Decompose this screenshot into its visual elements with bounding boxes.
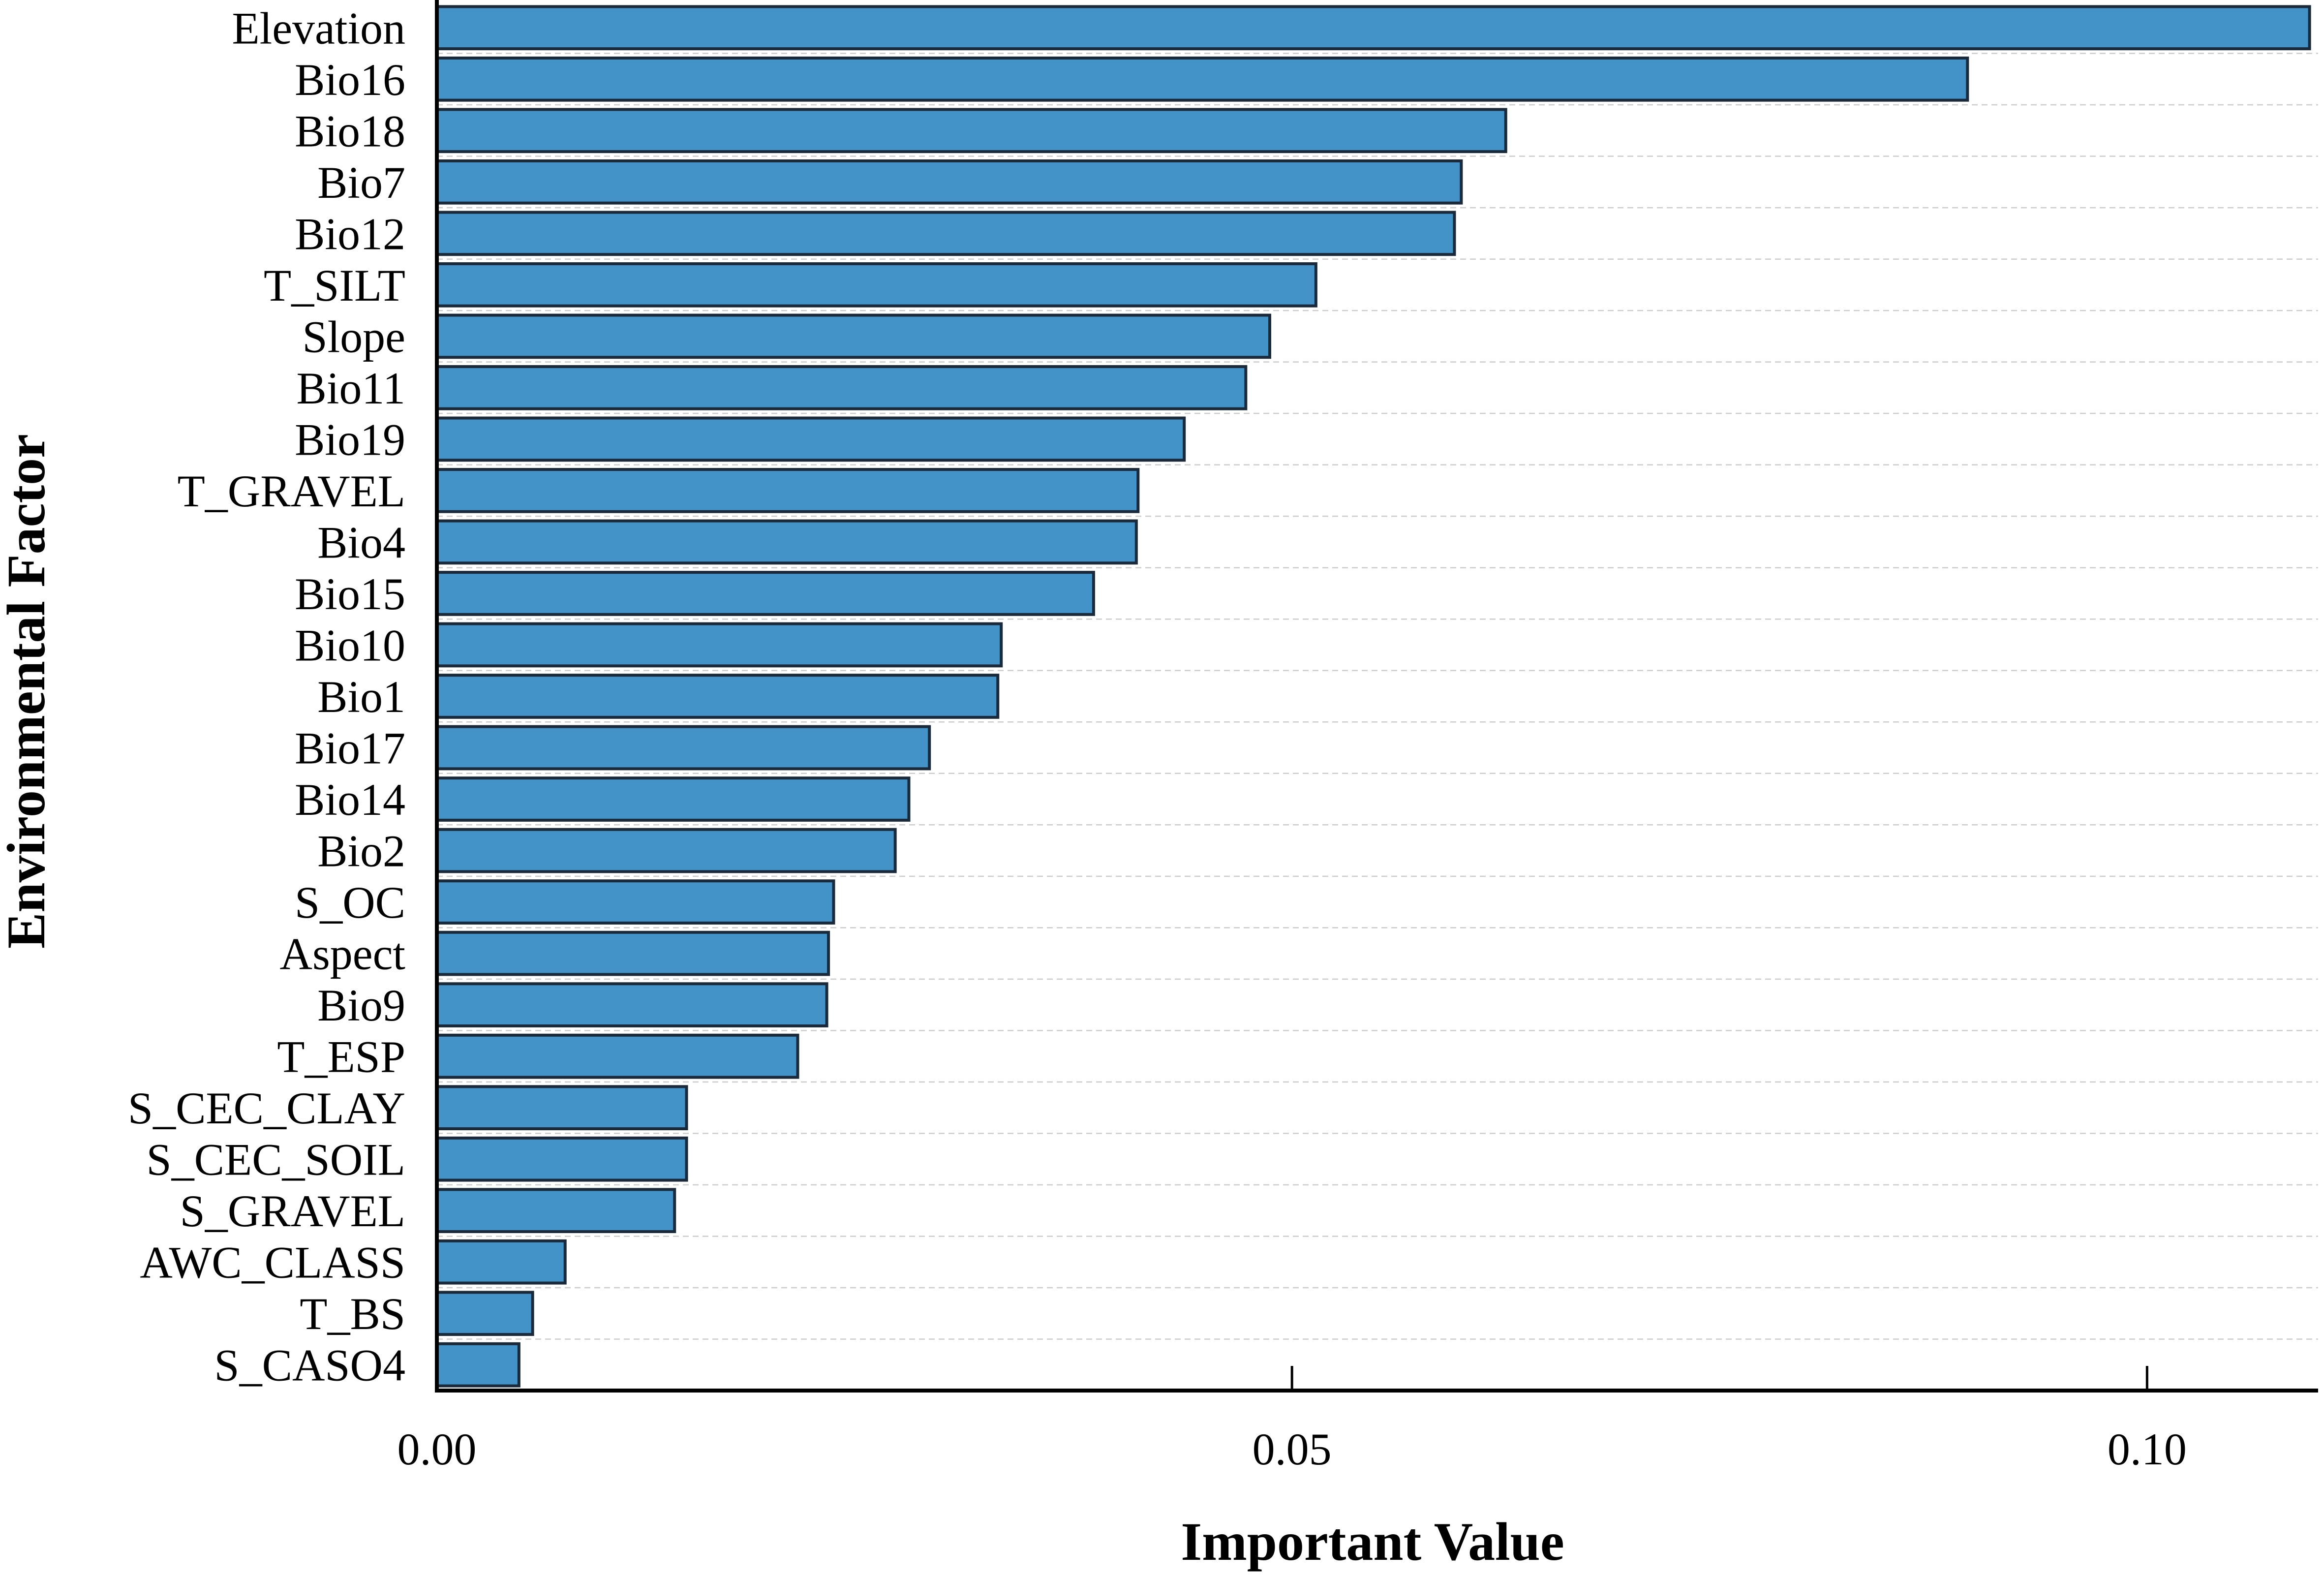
bar-s-gravel <box>435 1188 676 1234</box>
x-tick-label: 0.10 <box>2108 1424 2187 1474</box>
category-label: Bio14 <box>295 774 405 825</box>
category-label: Bio15 <box>295 569 405 619</box>
bar-s-oc <box>435 879 835 925</box>
bar-bio10 <box>435 622 1003 668</box>
bar-bio19 <box>435 416 1186 462</box>
category-label: S_GRAVEL <box>180 1186 405 1236</box>
y-axis-title: Environmental Factor <box>0 434 56 949</box>
bar-bio12 <box>435 211 1456 256</box>
category-label: S_OC <box>295 877 405 928</box>
category-label: Bio11 <box>296 363 405 413</box>
category-label: S_CEC_SOIL <box>146 1135 405 1185</box>
category-label: Bio9 <box>317 980 405 1030</box>
bar-t-gravel <box>435 468 1140 513</box>
bar-aspect <box>435 930 830 976</box>
axes <box>435 0 2318 1393</box>
category-label: T_GRAVEL <box>178 466 405 516</box>
x-ticks: 0.00 0.05 0.10 <box>398 1366 2187 1474</box>
category-label: Aspect <box>280 929 406 979</box>
category-labels: ElevationBio16Bio18Bio7Bio12T_SILTSlopeB… <box>128 3 406 1390</box>
bar-t-bs <box>435 1291 534 1336</box>
bar-bio18 <box>435 108 1507 154</box>
category-label: T_BS <box>300 1289 405 1339</box>
bar-bio14 <box>435 776 911 822</box>
bar-bio2 <box>435 828 897 873</box>
bar-bio9 <box>435 982 828 1027</box>
category-label: AWC_CLASS <box>140 1238 405 1288</box>
category-label: T_SILT <box>264 260 405 310</box>
category-label: Bio19 <box>295 414 405 464</box>
category-label: Bio1 <box>317 672 405 722</box>
category-label: Bio10 <box>295 620 405 670</box>
bar-bio15 <box>435 571 1095 616</box>
category-label: Bio2 <box>317 826 405 876</box>
bar-s-cec-clay <box>435 1085 688 1131</box>
bar-awc-class <box>435 1239 567 1285</box>
bar-bio16 <box>435 56 1969 102</box>
bars <box>435 5 2311 1388</box>
bar-bio4 <box>435 519 1138 565</box>
x-axis-title: Important Value <box>1181 1512 1564 1572</box>
x-tick-label: 0.05 <box>1253 1424 1332 1474</box>
bar-bio7 <box>435 159 1463 205</box>
category-label: Bio4 <box>317 517 405 567</box>
category-label: Slope <box>302 311 405 362</box>
grid-lines <box>437 53 2318 1340</box>
category-label: Bio12 <box>295 209 405 259</box>
bar-bio17 <box>435 725 931 771</box>
category-label: Bio17 <box>295 723 405 774</box>
x-tick-label: 0.00 <box>398 1424 477 1474</box>
bar-s-caso4 <box>435 1342 520 1388</box>
category-label: Bio16 <box>295 55 405 105</box>
category-label: Bio18 <box>295 106 405 156</box>
bar-bio11 <box>435 365 1248 410</box>
bar-elevation <box>435 5 2311 51</box>
category-label: S_CEC_CLAY <box>128 1083 405 1133</box>
category-label: T_ESP <box>277 1032 405 1082</box>
bar-bio1 <box>435 674 1000 719</box>
bar-t-esp <box>435 1033 799 1079</box>
category-label: S_CASO4 <box>214 1340 405 1391</box>
category-label: Elevation <box>232 3 405 53</box>
bar-t-silt <box>435 262 1317 308</box>
bar-slope <box>435 313 1271 359</box>
category-label: Bio7 <box>317 157 405 208</box>
bar-s-cec-soil <box>435 1136 688 1182</box>
